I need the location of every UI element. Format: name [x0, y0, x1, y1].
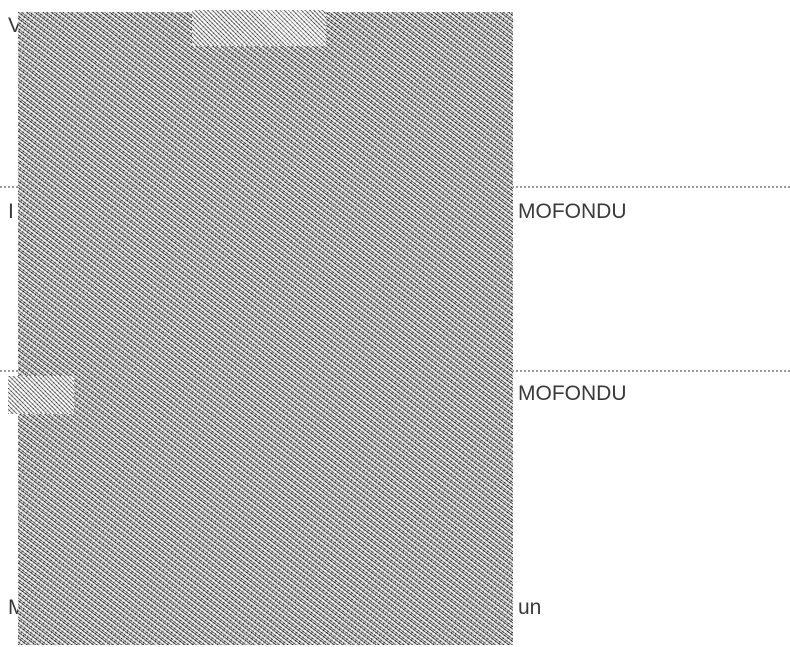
row-label-right: un	[518, 596, 542, 619]
row-label-right: MOFONDU	[518, 200, 627, 223]
redacted-label-block	[8, 376, 74, 414]
row-label-right: MOFONDU	[518, 382, 627, 405]
redacted-title-block	[192, 10, 326, 46]
row-label-left: I	[8, 200, 14, 223]
list-item: MOFONDU	[0, 372, 790, 572]
redacted-image	[18, 12, 513, 645]
list-item: I MOFONDU	[0, 188, 790, 368]
